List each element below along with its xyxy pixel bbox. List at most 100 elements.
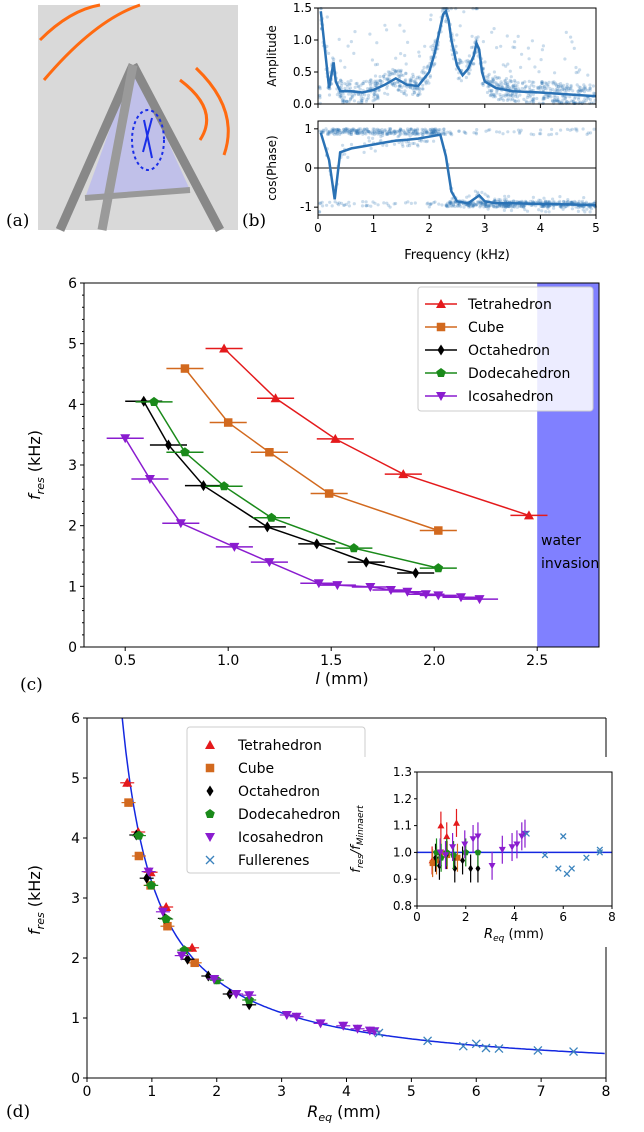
phase-point (411, 141, 415, 146)
cube-inset-point (429, 860, 436, 867)
oscillation-arrow-1 (143, 119, 153, 159)
amplitude-point (588, 98, 593, 102)
phase-point (318, 129, 322, 133)
amplitude-point (356, 84, 360, 88)
phase-point (545, 204, 549, 208)
amplitude-point (368, 78, 373, 82)
amplitude-point (349, 79, 353, 83)
amplitude-point (348, 86, 353, 90)
phase-point (388, 205, 392, 209)
phase-point (498, 130, 502, 134)
amplitude-point (452, 38, 456, 42)
tetrahedron-inset-point (437, 822, 445, 829)
amplitude-point (467, 71, 471, 75)
phase-point (362, 131, 367, 135)
phase-point (377, 131, 381, 135)
amplitude-point (528, 87, 532, 92)
phase-point (449, 202, 453, 206)
phase-point (483, 203, 488, 207)
amplitude-point (578, 89, 582, 93)
amplitude-point (348, 82, 352, 86)
phase-xtick-label: 1 (370, 221, 378, 235)
icosahedron-series-line (124, 437, 480, 600)
amplitude-point (481, 81, 485, 85)
amplitude-point (553, 95, 557, 99)
phase-point (406, 127, 410, 131)
phase-point (477, 200, 481, 204)
phase-point (497, 197, 501, 202)
amplitude-point (555, 95, 560, 99)
phase-point (395, 129, 399, 133)
phase-point (335, 131, 339, 136)
phase-point (448, 202, 452, 206)
amplitude-point (410, 76, 414, 80)
amplitude-point (505, 83, 509, 87)
phase-point (370, 132, 375, 136)
icosahedron-point (175, 519, 186, 529)
phase-point (337, 128, 341, 132)
amplitude-point (382, 74, 386, 78)
phase-point (479, 200, 483, 204)
chart-d-ytick-label: 6 (71, 711, 80, 727)
amplitude-point (546, 94, 550, 98)
phase-point (448, 200, 452, 204)
amplitude-point (356, 92, 360, 96)
chart-d-ytick-label: 4 (71, 831, 80, 847)
phase-point (436, 130, 441, 134)
phase-point (512, 130, 516, 134)
phase-point (539, 128, 543, 132)
phase-point (330, 129, 334, 133)
cube-point (190, 958, 199, 968)
amplitude-point (399, 52, 403, 56)
oscillation-arrow-2 (142, 117, 153, 153)
phase-point (453, 204, 457, 209)
amplitude-point (516, 87, 521, 91)
phase-point (537, 198, 541, 202)
phase-point (491, 204, 495, 208)
amplitude-point (556, 99, 560, 103)
phase-point (351, 129, 355, 133)
amplitude-point (459, 79, 463, 83)
phase-point (381, 130, 385, 134)
fullerenes-inset-point (541, 851, 549, 859)
phase-point (345, 127, 350, 131)
phase-point (507, 205, 511, 209)
phase-point (432, 127, 436, 131)
octahedron-series-line (143, 400, 416, 574)
fullerenes-inset-point-stroke-2 (541, 851, 549, 859)
amplitude-point (408, 80, 412, 85)
phase-point (335, 128, 339, 132)
amplitude-point (475, 7, 479, 11)
amplitude-point (560, 85, 564, 89)
amplitude-point (339, 96, 344, 100)
phase-point (415, 132, 419, 136)
amplitude-point (431, 43, 435, 48)
amplitude-point (506, 92, 510, 97)
phase-point (393, 129, 397, 133)
amplitude-point (559, 89, 563, 93)
phase-point (581, 208, 585, 212)
minnaert-fit-curve (121, 718, 605, 1055)
phase-point (407, 129, 411, 133)
phase-point (477, 200, 481, 204)
amplitude-point (417, 50, 421, 54)
amplitude-point (332, 57, 336, 61)
chart-c-legend-label: Icosahedron (468, 389, 554, 405)
tetrahedron-point (270, 393, 281, 403)
phase-point (355, 131, 359, 135)
phase-point (331, 128, 335, 133)
amplitude-point (488, 88, 492, 92)
amplitude-point (372, 95, 376, 99)
phase-point (346, 131, 350, 135)
octahedron-point (313, 538, 321, 550)
frame-film-edge (84, 187, 191, 201)
phase-point (332, 132, 336, 137)
amplitude-point (466, 61, 470, 66)
phase-point (385, 132, 389, 136)
phase-point (532, 133, 536, 137)
sound-wave-arc-4 (194, 66, 230, 156)
amplitude-point (530, 39, 535, 43)
amplitude-point (523, 85, 528, 89)
fullerenes-point (374, 1028, 384, 1038)
amplitude-point (542, 95, 546, 99)
